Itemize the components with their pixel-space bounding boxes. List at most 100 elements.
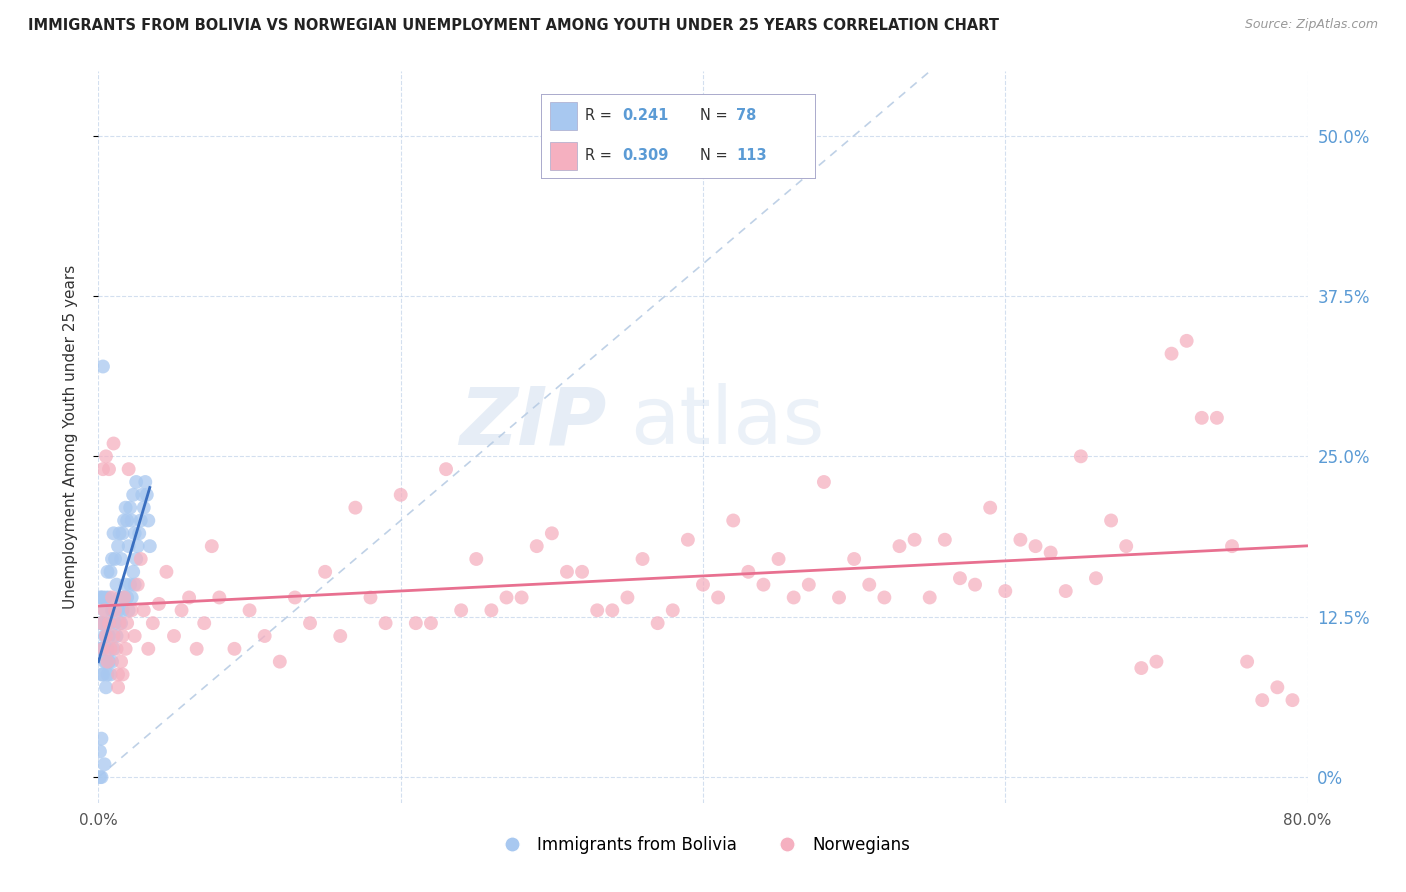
Point bbox=[125, 475, 148, 489]
Point bbox=[1010, 533, 1032, 547]
Point bbox=[434, 462, 457, 476]
Point bbox=[103, 641, 125, 656]
Point bbox=[101, 655, 124, 669]
Point bbox=[314, 565, 336, 579]
Point bbox=[118, 603, 141, 617]
Point bbox=[692, 577, 714, 591]
Point bbox=[193, 616, 215, 631]
Point bbox=[112, 591, 135, 605]
Point bbox=[107, 539, 129, 553]
Point bbox=[139, 539, 162, 553]
Point bbox=[889, 539, 911, 553]
Point bbox=[110, 616, 132, 631]
Point bbox=[661, 603, 683, 617]
Point bbox=[89, 744, 111, 758]
Point bbox=[93, 629, 115, 643]
Legend: Immigrants from Bolivia, Norwegians: Immigrants from Bolivia, Norwegians bbox=[489, 829, 917, 860]
Point bbox=[844, 552, 866, 566]
Point bbox=[124, 526, 146, 541]
Point bbox=[828, 591, 851, 605]
Point bbox=[111, 629, 134, 643]
Point bbox=[101, 552, 124, 566]
Point bbox=[90, 616, 112, 631]
Point bbox=[110, 655, 132, 669]
Point bbox=[90, 641, 112, 656]
Point bbox=[100, 667, 122, 681]
Point bbox=[114, 500, 136, 515]
Point bbox=[105, 629, 128, 643]
Point bbox=[465, 552, 488, 566]
Point bbox=[98, 616, 121, 631]
Point bbox=[120, 500, 142, 515]
Point bbox=[90, 731, 112, 746]
Point bbox=[108, 591, 131, 605]
Point bbox=[1024, 539, 1046, 553]
Point bbox=[299, 616, 322, 631]
Point bbox=[104, 603, 127, 617]
Point bbox=[555, 565, 578, 579]
Point bbox=[1144, 655, 1167, 669]
Point bbox=[179, 591, 201, 605]
Point bbox=[132, 500, 155, 515]
Point bbox=[94, 655, 117, 669]
Point bbox=[1206, 410, 1229, 425]
Point bbox=[90, 770, 112, 784]
Text: Source: ZipAtlas.com: Source: ZipAtlas.com bbox=[1244, 18, 1378, 31]
Point bbox=[111, 603, 134, 617]
Point bbox=[405, 616, 427, 631]
Point bbox=[94, 681, 117, 695]
Point bbox=[224, 641, 246, 656]
Point bbox=[136, 641, 159, 656]
Point bbox=[100, 616, 122, 631]
Point bbox=[737, 565, 759, 579]
Point bbox=[98, 655, 121, 669]
Point bbox=[90, 667, 112, 681]
Point bbox=[91, 462, 114, 476]
Point bbox=[93, 603, 115, 617]
Point bbox=[115, 514, 138, 528]
Point bbox=[124, 577, 146, 591]
Point bbox=[201, 539, 224, 553]
Point bbox=[91, 667, 114, 681]
Point bbox=[89, 641, 111, 656]
Point bbox=[89, 591, 111, 605]
Point bbox=[96, 616, 118, 631]
Point bbox=[115, 616, 138, 631]
Text: R =: R = bbox=[585, 108, 617, 123]
Point bbox=[131, 488, 153, 502]
Text: 78: 78 bbox=[735, 108, 756, 123]
Point bbox=[1085, 571, 1108, 585]
Point bbox=[105, 577, 128, 591]
Point bbox=[129, 552, 152, 566]
Point bbox=[104, 616, 127, 631]
Point bbox=[124, 629, 146, 643]
Point bbox=[118, 462, 141, 476]
Point bbox=[89, 616, 111, 631]
Point bbox=[934, 533, 956, 547]
Point bbox=[253, 629, 276, 643]
Point bbox=[344, 500, 367, 515]
Point bbox=[495, 591, 517, 605]
Point bbox=[602, 603, 624, 617]
Point bbox=[239, 603, 262, 617]
Point bbox=[1267, 681, 1289, 695]
Point bbox=[163, 629, 186, 643]
Point bbox=[94, 450, 117, 464]
Point bbox=[98, 629, 121, 643]
Point bbox=[631, 552, 654, 566]
Point bbox=[91, 641, 114, 656]
Point bbox=[155, 565, 177, 579]
Point bbox=[89, 770, 111, 784]
Point bbox=[284, 591, 307, 605]
Point bbox=[100, 641, 122, 656]
Bar bbox=[550, 103, 576, 130]
Point bbox=[1220, 539, 1243, 553]
Point bbox=[103, 436, 125, 450]
Point bbox=[1251, 693, 1274, 707]
Text: R =: R = bbox=[585, 148, 617, 163]
Point bbox=[904, 533, 927, 547]
Point bbox=[115, 591, 138, 605]
Point bbox=[103, 603, 125, 617]
Point bbox=[94, 591, 117, 605]
Point bbox=[768, 552, 790, 566]
